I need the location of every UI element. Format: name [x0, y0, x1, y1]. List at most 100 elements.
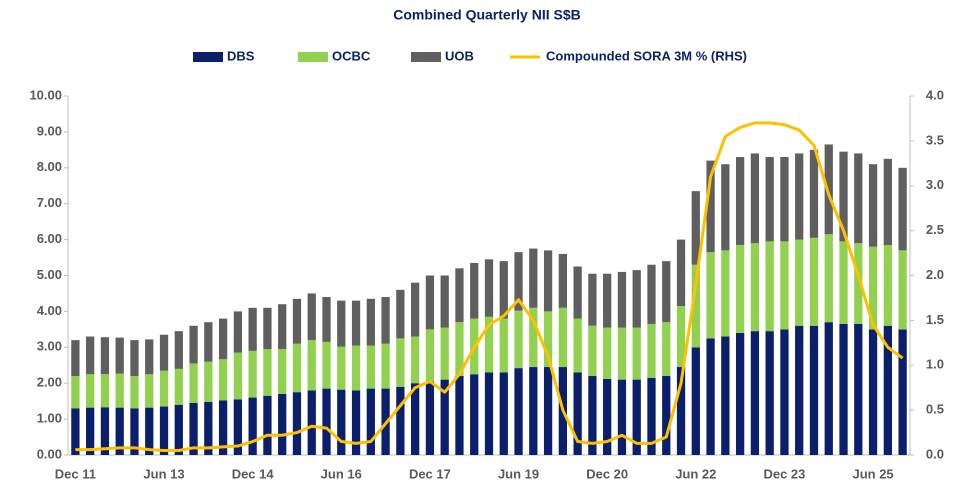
bar-segment	[337, 389, 346, 455]
bar-segment	[573, 372, 582, 455]
y2-tick-label: 3.0	[926, 177, 944, 192]
y-tick-label: 9.00	[37, 123, 62, 138]
bar-segment	[159, 334, 169, 371]
y2-tick-label: 2.0	[926, 267, 944, 282]
bar-segment	[750, 243, 760, 332]
bar-segment	[721, 164, 730, 251]
bar-segment	[898, 329, 907, 455]
x-tick-label: Dec 11	[55, 466, 96, 481]
bar-segment	[115, 337, 124, 374]
bar-segment	[455, 376, 464, 455]
bar-segment	[795, 325, 804, 455]
bar-segment	[809, 325, 819, 455]
bar-segment	[632, 379, 641, 455]
line-series	[75, 121, 904, 453]
bar-segment	[499, 318, 508, 373]
bar-segment	[529, 307, 538, 368]
bar-segment	[617, 379, 627, 455]
bar-segment	[765, 331, 774, 455]
bar-segment	[204, 361, 213, 402]
bar-segment	[898, 167, 907, 251]
bar-segment	[484, 316, 494, 373]
bar-segment	[824, 234, 833, 323]
bar-segment	[558, 253, 567, 308]
bar-segment	[411, 383, 420, 455]
y-tick-label: 1.00	[37, 411, 62, 426]
bar-segment	[218, 318, 228, 360]
bar-segment	[145, 374, 154, 408]
bar-segment	[676, 306, 686, 368]
y-tick-label: 6.00	[37, 231, 62, 246]
bar-segment	[455, 268, 464, 323]
bar-segment	[883, 244, 892, 326]
bar-segment	[588, 376, 597, 455]
bar-segment	[573, 266, 582, 319]
y2-tick-label: 3.5	[926, 132, 944, 147]
bar-segment	[839, 241, 848, 324]
bar-segment	[233, 399, 243, 455]
bar-segment	[115, 373, 124, 408]
bar-segment	[263, 307, 272, 350]
bar-segment	[278, 393, 287, 455]
bar-segment	[750, 331, 760, 455]
bar-segment	[322, 297, 331, 342]
bar-segment	[765, 157, 774, 242]
bar-segment	[898, 250, 907, 330]
bar-segment	[145, 407, 154, 455]
bar-segment	[854, 153, 863, 244]
bar-segment	[558, 307, 567, 368]
legend-label: DBS	[227, 48, 255, 63]
bar-segment	[189, 402, 198, 455]
y-tick-label: 3.00	[37, 339, 62, 354]
bar-segment	[603, 273, 612, 328]
bar-segment	[366, 388, 375, 455]
bar-segment	[351, 345, 361, 391]
bar-segment	[396, 386, 405, 455]
bar-segment	[396, 289, 405, 339]
bar-segment	[425, 381, 435, 455]
bar-segment	[351, 390, 361, 455]
y2-tick-label: 2.5	[926, 222, 944, 237]
x-tick-label: Jun 22	[675, 466, 716, 481]
bar-segment	[381, 297, 390, 344]
bar-segment	[455, 322, 464, 377]
bar-segment	[307, 293, 316, 341]
bar-segment	[662, 261, 671, 323]
bar-segment	[750, 153, 760, 244]
bar-segment	[854, 243, 863, 324]
bar-segment	[278, 349, 287, 394]
bar-segment	[706, 338, 715, 455]
bar-segment	[115, 407, 124, 455]
legend-swatch	[411, 52, 441, 62]
bar-segment	[721, 336, 730, 455]
bar-segment	[529, 367, 538, 455]
bar-segment	[617, 271, 627, 328]
bar-segment	[543, 311, 553, 368]
bar-segment	[735, 244, 745, 333]
bar-segment	[411, 282, 420, 337]
bar-segment	[130, 408, 139, 455]
bar-segment	[292, 392, 302, 455]
bar-segment	[86, 407, 95, 455]
y-tick-label: 4.00	[37, 303, 62, 318]
bar-segment	[366, 345, 375, 389]
x-tick-label: Dec 14	[232, 466, 275, 481]
bar-segment	[543, 250, 553, 312]
bar-segment	[765, 241, 774, 332]
bar-segment	[839, 323, 848, 455]
bar-segment	[204, 322, 213, 362]
y2-tick-label: 1.5	[926, 312, 944, 327]
bar-segment	[795, 153, 804, 240]
y-tick-label: 7.00	[37, 195, 62, 210]
y2-tick-label: 0.0	[926, 446, 944, 461]
bar-segment	[337, 346, 346, 390]
bar-segment	[603, 378, 612, 455]
bar-segment	[204, 401, 213, 455]
bar-segment	[676, 239, 686, 307]
bar-segment	[248, 350, 257, 398]
y2-tick-label: 4.0	[926, 87, 944, 102]
bar-segment	[514, 310, 523, 369]
bar-segment	[396, 338, 405, 387]
bar-segment	[780, 241, 789, 330]
x-tick-label: Dec 20	[586, 466, 628, 481]
